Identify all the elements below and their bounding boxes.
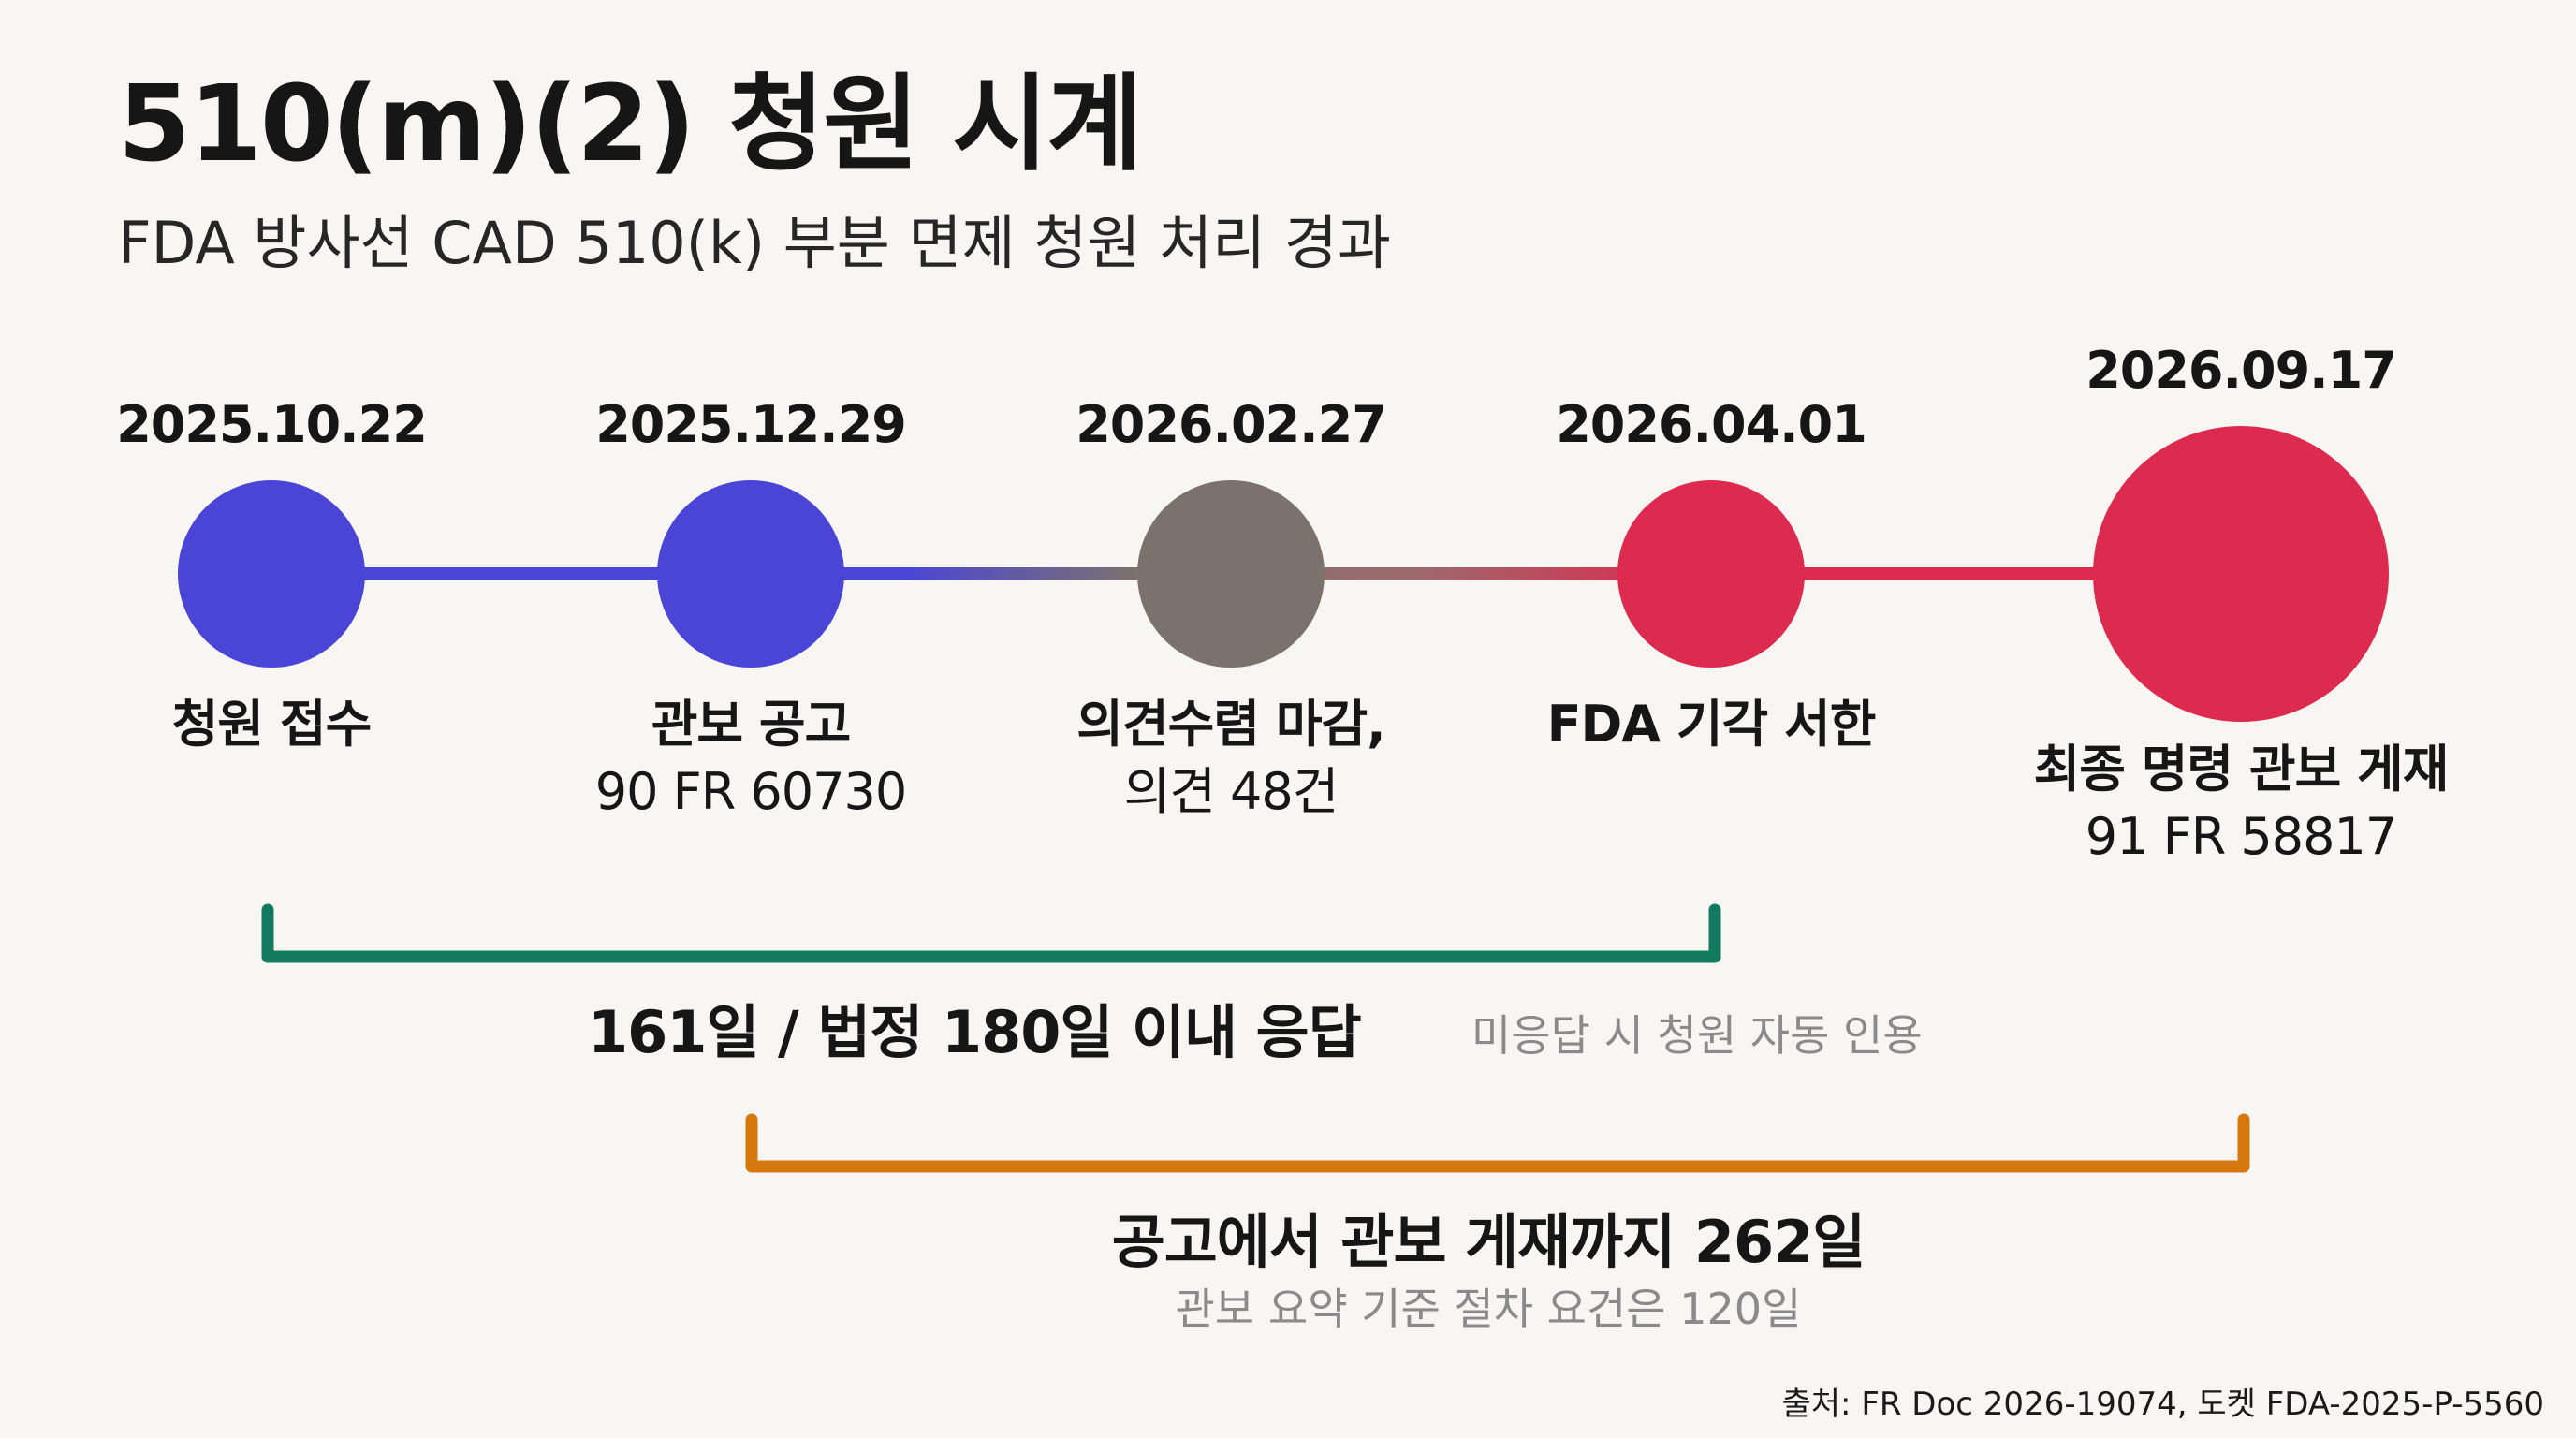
event-reference: 의견 48건 xyxy=(1123,762,1339,821)
event-date: 2026.04.01 xyxy=(1556,395,1867,454)
page-title: 510(m)(2) 청원 시계 xyxy=(118,64,1143,185)
event-label: 관보 공고 xyxy=(651,695,852,754)
event-node-comment-close xyxy=(1137,480,1325,668)
event-node-petition-received xyxy=(178,480,365,668)
event-reference: 90 FR 60730 xyxy=(594,762,907,821)
source-citation: 출처: FR Doc 2026-19074, 도켓 FDA-2025-P-556… xyxy=(1781,1386,2545,1423)
publication-span-label: 공고에서 관보 게재까지 262일 xyxy=(1111,1208,1866,1276)
publication-span-note: 관보 요약 기준 절차 요건은 120일 xyxy=(1175,1284,1802,1334)
event-reference: 91 FR 58817 xyxy=(2085,807,2397,866)
event-label: 최종 명령 관보 게재 xyxy=(2033,740,2450,799)
event-date: 2025.10.22 xyxy=(116,395,428,454)
page-subtitle: FDA 방사선 CAD 510(k) 부분 면제 청원 처리 경과 xyxy=(118,209,1391,277)
event-node-denial-letter xyxy=(1617,480,1805,668)
response-span-note: 미응답 시 청원 자동 인용 xyxy=(1471,1010,1923,1061)
response-span-label: 161일 / 법정 180일 이내 응답 xyxy=(588,998,1362,1066)
event-date: 2026.09.17 xyxy=(2086,341,2397,400)
event-label: FDA 기각 서한 xyxy=(1546,695,1877,754)
event-label: 청원 접수 xyxy=(171,695,373,754)
publication-span-bracket xyxy=(745,1113,2250,1173)
response-span-bracket xyxy=(261,903,1721,963)
event-node-final-order xyxy=(2093,426,2389,722)
event-date: 2025.12.29 xyxy=(595,395,907,454)
event-label: 의견수렴 마감, xyxy=(1076,695,1385,754)
event-node-notice-published xyxy=(657,480,844,668)
event-date: 2026.02.27 xyxy=(1076,395,1387,454)
